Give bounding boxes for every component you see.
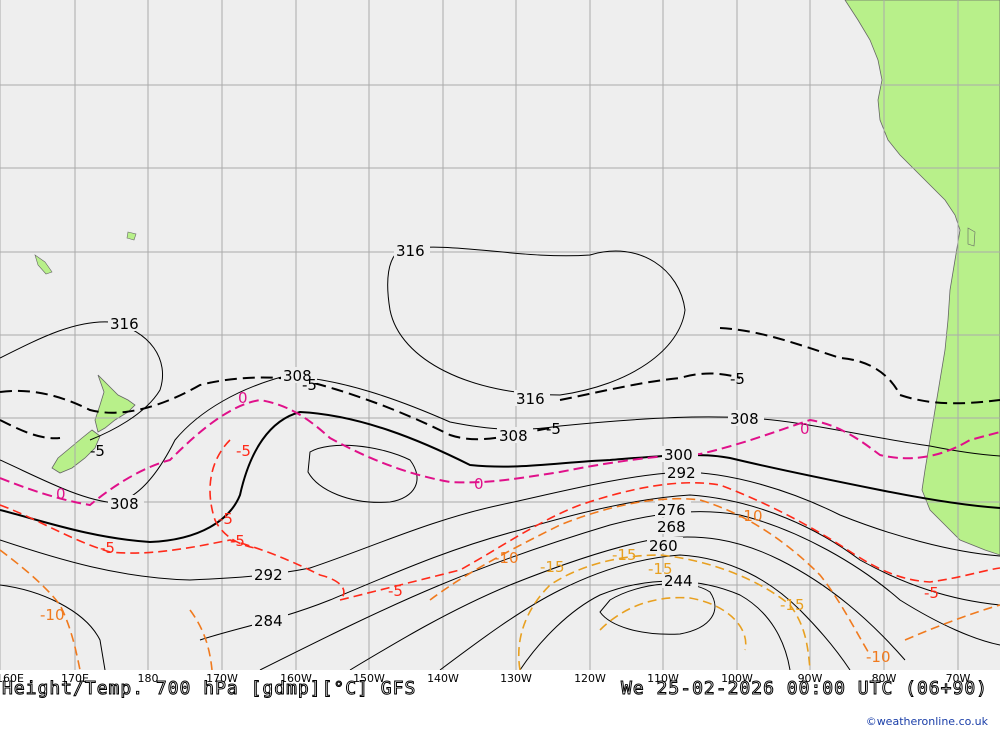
isotherm-minus10 — [0, 497, 1000, 670]
tlabel-5: 0 — [56, 485, 66, 503]
longitude-label: 90W — [797, 672, 823, 685]
longitude-label: 170E — [61, 672, 89, 685]
tlabel-10: -5 — [230, 532, 245, 550]
isotherm-minus5 — [0, 439, 1000, 601]
tlabel-16: -15 — [540, 558, 565, 576]
tlabel-9: -5 — [218, 510, 233, 528]
tlabel-6: 0 — [474, 475, 484, 493]
tlabel-15: -10 — [738, 507, 763, 525]
tlabel-14: -10 — [494, 549, 519, 567]
longitude-label: 140W — [427, 672, 459, 685]
contour-284 — [0, 494, 1000, 670]
footer — [0, 670, 1000, 733]
tlabel-11: -5 — [100, 539, 115, 557]
isotherm-minus15 — [518, 554, 811, 670]
longitude-label: 80W — [871, 672, 897, 685]
tlabel-21: -5 — [924, 584, 939, 602]
longitude-label: 160W — [280, 672, 312, 685]
tlabel-2: -5 — [546, 420, 561, 438]
map-timestamp: We 25-02-2026 00:00 UTC (06+90) — [621, 678, 988, 700]
tlabel-20: -10 — [866, 648, 891, 666]
label-292-b: 292 — [254, 566, 283, 584]
tlabel-12: -5 — [388, 582, 403, 600]
weather-map: 316 316 316 308 308 308 308 300 292 292 … — [0, 0, 1000, 670]
label-284: 284 — [254, 612, 283, 630]
land-islands — [34, 227, 976, 275]
contour-260 — [439, 554, 851, 670]
label-292-a: 292 — [667, 464, 696, 482]
temperature-labels: -5 -5 -5 -5 0 0 0 0 -5 -5 -5 -5 -5 -10 -… — [40, 370, 939, 666]
tlabel-13: -10 — [40, 606, 65, 624]
label-316-c: 316 — [516, 390, 545, 408]
contour-292-a — [0, 471, 1000, 581]
label-268: 268 — [657, 518, 686, 536]
credit-link[interactable]: ©weatheronline.co.uk — [865, 715, 988, 728]
longitude-label: 70W — [945, 672, 971, 685]
label-316-a: 316 — [396, 242, 425, 260]
longitude-label: 120W — [574, 672, 606, 685]
contour-316-west — [0, 321, 164, 441]
label-308-c: 308 — [730, 410, 759, 428]
longitude-label: 150W — [353, 672, 385, 685]
tlabel-4: 0 — [238, 389, 248, 407]
label-308-b: 308 — [499, 427, 528, 445]
tlabel-0: -5 — [90, 442, 105, 460]
tlabel-19: -15 — [780, 596, 805, 614]
tlabel-7: 0 — [800, 420, 810, 438]
tlabel-1: -5 — [302, 376, 317, 394]
tlabel-18: -15 — [648, 560, 673, 578]
tlabel-8: -5 — [236, 442, 251, 460]
tlabel-3: -5 — [730, 370, 745, 388]
isotherm-minus5-black — [0, 327, 1000, 441]
label-308-a: 308 — [283, 367, 312, 385]
label-308-d: 308 — [110, 495, 139, 513]
longitude-label: 180 — [137, 672, 159, 685]
label-316-b: 316 — [110, 315, 139, 333]
tlabel-17: -15 — [612, 546, 637, 564]
contour-308-a — [0, 375, 1000, 504]
contour-244 — [599, 583, 716, 635]
contour-316-pacific — [387, 246, 686, 396]
longitude-label: 160E — [0, 672, 24, 685]
label-276: 276 — [657, 501, 686, 519]
longitude-label: 130W — [500, 672, 532, 685]
contour-308-loop — [307, 444, 418, 503]
label-244: 244 — [664, 572, 693, 590]
map-grid — [0, 0, 1000, 670]
longitude-label: 170W — [206, 672, 238, 685]
longitude-label: 100W — [721, 672, 753, 685]
label-260: 260 — [649, 537, 678, 555]
label-300: 300 — [664, 446, 693, 464]
longitude-label: 110W — [647, 672, 679, 685]
land-south-america — [844, 0, 1000, 556]
isotherm-0 — [0, 398, 1000, 507]
map-title: Height/Temp. 700 hPa [gdmp][°C] GFS — [1, 678, 417, 700]
contour-300 — [0, 410, 1000, 544]
height-labels: 316 316 316 308 308 308 308 300 292 292 … — [108, 242, 764, 630]
